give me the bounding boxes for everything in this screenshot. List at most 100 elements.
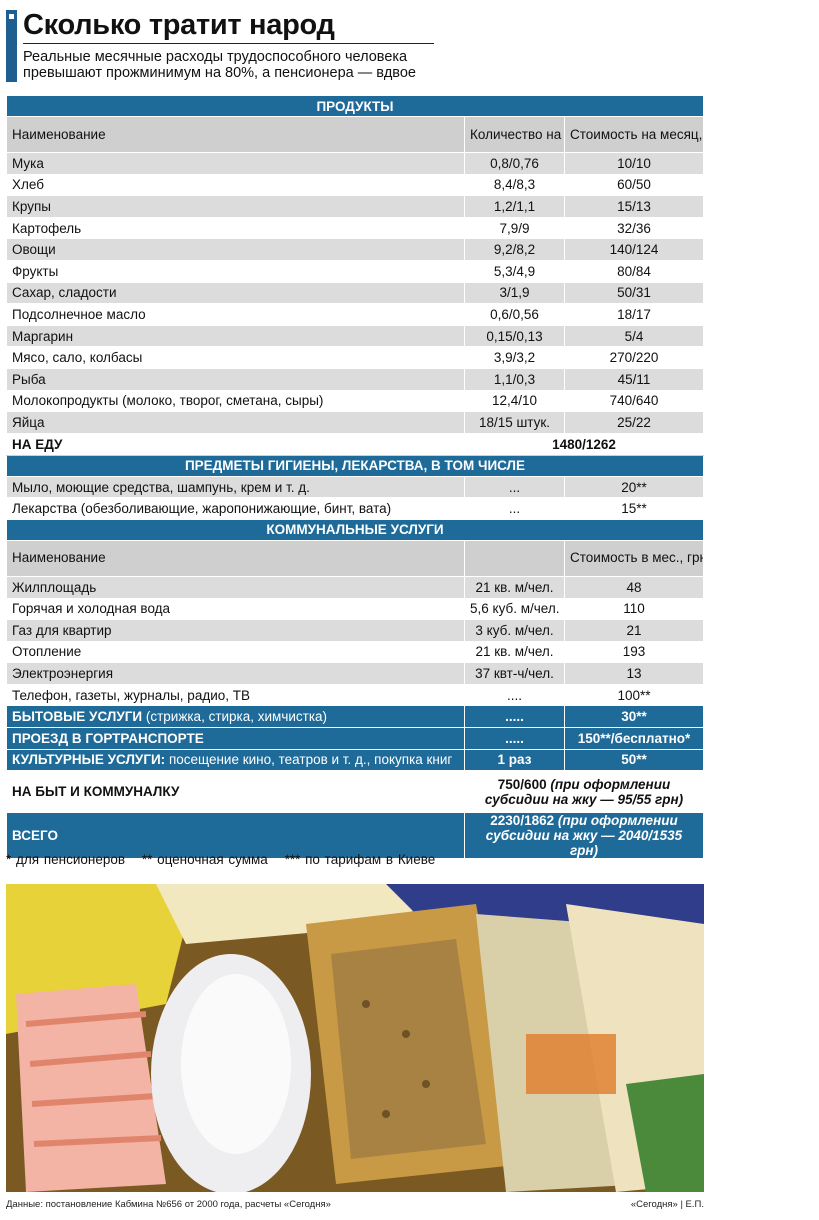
item-cost: 270/220 (564, 346, 704, 369)
item-name: Горячая и холодная вода (6, 597, 465, 621)
item-cost: 80/84 (564, 259, 704, 283)
total-note: (при оформлении субсидии на жку — 95/55 … (484, 776, 684, 807)
service-row: БЫТОВЫЕ УСЛУГИ (стрижка, стирка, химчист… (6, 705, 704, 729)
item-quantity: 0,6/0,56 (464, 303, 565, 326)
total-utilities-row: НА БЫТ И КОММУНАЛКУ 750/600 (при оформлен… (6, 770, 704, 814)
grand-main: 2230/1862 (490, 813, 555, 829)
table-row: Газ для квартир 3 куб. м/чел. 21 (6, 619, 704, 642)
service-row: КУЛЬТУРНЫЕ УСЛУГИ: посещение кино, театр… (6, 748, 704, 772)
table-row: Картофель 7,9/9 32/36 (6, 216, 704, 240)
item-name: Отопление (6, 640, 465, 664)
item-quantity: 1,2/1,1 (464, 195, 565, 218)
table-row: Мука 0,8/0,76 10/10 (6, 152, 704, 175)
item-quantity: 9,2/8,2 (464, 238, 565, 261)
service-name-bold: КУЛЬТУРНЫЕ УСЛУГИ: (12, 752, 166, 768)
item-name: Электроэнергия (6, 662, 465, 685)
item-quantity: 1,1/0,3 (464, 367, 565, 391)
service-cost: 50** (564, 748, 704, 772)
header-cost: Стоимость на месяц, грн (564, 116, 704, 153)
service-cost: 30** (564, 705, 704, 729)
item-quantity: 5,6 куб. м/чел. (464, 597, 565, 621)
service-name-bold: БЫТОВЫЕ УСЛУГИ (12, 709, 143, 725)
item-name: Мука (6, 152, 465, 175)
item-cost: 10/10 (564, 152, 704, 175)
table-row: Фрукты 5,3/4,9 80/84 (6, 259, 704, 283)
service-quantity: ..... (464, 727, 565, 750)
service-name: БЫТОВЫЕ УСЛУГИ (стрижка, стирка, химчист… (6, 705, 465, 729)
item-quantity: 21 кв. м/чел. (464, 575, 565, 599)
grand-label: ВСЕГО (6, 812, 465, 860)
total-label: НА БЫТ И КОММУНАЛКУ (6, 770, 465, 814)
groceries-photo (6, 884, 704, 1192)
table-row: Сахар, сладости 3/1,9 50/31 (6, 281, 704, 305)
item-name: Жилплощадь (6, 575, 465, 599)
total-value: 1480/1262 (464, 432, 704, 456)
service-row: ПРОЕЗД В ГОРТРАНСПОРТЕ..... 150**/бесплат… (6, 727, 704, 750)
service-quantity: ..... (464, 705, 565, 729)
title-accent-bar (6, 10, 17, 82)
item-name: Картофель (6, 216, 465, 240)
item-quantity: 3 куб. м/чел. (464, 619, 565, 642)
item-name: Газ для квартир (6, 619, 465, 642)
item-cost: 50/31 (564, 281, 704, 305)
footnote-pensioners: * для пенсионеров (6, 852, 126, 867)
item-name: Молокопродукты (молоко, творог, сметана,… (6, 389, 465, 413)
table-row: Отопление 21 кв. м/чел. 193 (6, 640, 704, 664)
item-cost: 193 (564, 640, 704, 664)
section-title: ПРОДУКТЫ (6, 95, 704, 117)
item-cost: 13 (564, 662, 704, 685)
header-cost: Стоимость в мес., грн/чел.*** (564, 539, 704, 577)
item-quantity: 21 кв. м/чел. (464, 640, 565, 664)
header-name: Наименование (6, 116, 465, 153)
table-row: Крупы 1,2/1,1 15/13 (6, 195, 704, 218)
service-name-detail: (стрижка, стирка, химчистка) (142, 709, 328, 725)
item-quantity: 18/15 штук. (464, 411, 565, 434)
item-cost: 5/4 (564, 324, 704, 348)
item-cost: 110 (564, 597, 704, 621)
item-quantity: .... (464, 683, 565, 707)
section-hygiene: ПРЕДМЕТЫ ГИГИЕНЫ, ЛЕКАРСТВА, В ТОМ ЧИСЛЕ (6, 454, 704, 477)
item-quantity: 8,4/8,3 (464, 173, 565, 197)
table-row: Электроэнергия 37 квт-ч/чел. 13 (6, 662, 704, 685)
footnote-estimate: ** оценочная сумма (141, 852, 268, 867)
table-row: Хлеб 8,4/8,3 60/50 (6, 173, 704, 197)
item-cost: 740/640 (564, 389, 704, 413)
service-quantity: 1 раз (464, 748, 565, 772)
item-cost: 15/13 (564, 195, 704, 218)
item-quantity: 0,15/0,13 (464, 324, 565, 348)
total-main: 750/600 (497, 776, 547, 792)
table-row: Подсолнечное масло 0,6/0,56 18/17 (6, 303, 704, 326)
total-label: НА ЕДУ (6, 432, 465, 456)
title-rule (23, 43, 434, 44)
item-cost: 18/17 (564, 303, 704, 326)
item-name: Телефон, газеты, журналы, радио, ТВ (6, 683, 465, 707)
table-row: Жилплощадь 21 кв. м/чел. 48 (6, 575, 704, 599)
item-name: Рыба (6, 367, 465, 391)
total-food-row: НА ЕДУ 1480/1262 (6, 432, 704, 456)
header-quantity (464, 539, 565, 577)
table-row: Яйца 18/15 штук. 25/22 (6, 411, 704, 434)
table-row: Телефон, газеты, журналы, радио, ТВ.... 1… (6, 683, 704, 707)
graphic-credit: «Сегодня» | Е.П. (630, 1199, 704, 1210)
item-cost: 140/124 (564, 238, 704, 261)
section-title: ПРЕДМЕТЫ ГИГИЕНЫ, ЛЕКАРСТВА, В ТОМ ЧИСЛЕ (6, 454, 704, 477)
table-row: Мясо, сало, колбасы 3,9/3,2 270/220 (6, 346, 704, 369)
item-cost: 45/11 (564, 367, 704, 391)
item-cost: 25/22 (564, 411, 704, 434)
header-name: Наименование (6, 539, 465, 577)
item-cost: 48 (564, 575, 704, 599)
section-title: КОММУНАЛЬНЫЕ УСЛУГИ (6, 518, 704, 541)
grand-total-value: 2230/1862 (при оформлении субсидии на жк… (464, 812, 704, 860)
section-utilities: КОММУНАЛЬНЫЕ УСЛУГИ (6, 518, 704, 541)
table-row: Молокопродукты (молоко, творог, сметана,… (6, 389, 704, 413)
service-name: КУЛЬТУРНЫЕ УСЛУГИ: посещение кино, театр… (6, 748, 465, 772)
item-quantity: 3/1,9 (464, 281, 565, 305)
page-title: Сколько тратит народ (23, 9, 335, 41)
item-name: Маргарин (6, 324, 465, 348)
header-quantity: Количество на месяц, кг (464, 116, 565, 153)
item-cost: 60/50 (564, 173, 704, 197)
service-cost: 150**/бесплатно* (564, 727, 704, 750)
section-products: ПРОДУКТЫ (6, 95, 704, 117)
